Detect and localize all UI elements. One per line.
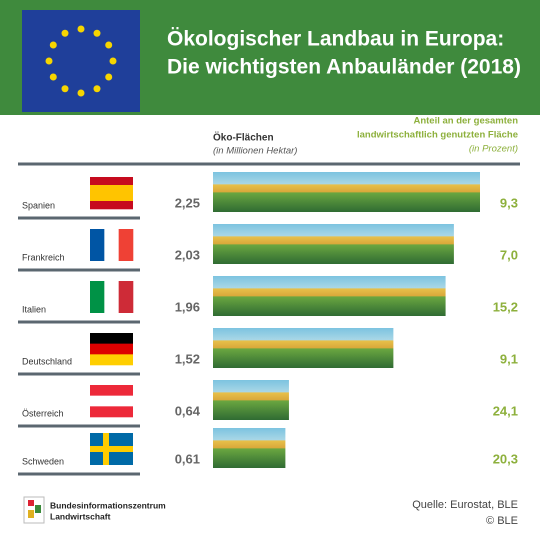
flag xyxy=(90,185,133,194)
value-label: 0,61 xyxy=(175,451,200,466)
flag xyxy=(90,446,133,452)
copyright: © BLE xyxy=(486,515,518,527)
title: Ökologischer Landbau in Europa: xyxy=(167,28,504,51)
star xyxy=(45,57,53,65)
flag xyxy=(90,193,133,202)
flag xyxy=(118,281,134,313)
flag xyxy=(90,201,133,210)
series-unit: (in Millionen Hektar) xyxy=(213,146,297,157)
flag xyxy=(90,229,105,261)
logo-text: Landwirtschaft xyxy=(50,511,111,521)
flag xyxy=(90,343,133,355)
value-label: 1,96 xyxy=(175,299,200,314)
flag xyxy=(90,395,133,407)
flag xyxy=(90,177,133,186)
share-label: 9,1 xyxy=(500,351,518,366)
category-label: Schweden xyxy=(22,456,64,466)
category-label: Österreich xyxy=(22,408,64,418)
category-label: Spanien xyxy=(22,200,55,210)
category-label: Frankreich xyxy=(22,252,65,262)
flag xyxy=(90,406,133,418)
bar xyxy=(213,276,446,316)
share-label: 24,1 xyxy=(493,403,518,418)
share-label: 20,3 xyxy=(493,451,518,466)
star xyxy=(49,41,57,49)
category-label: Italien xyxy=(22,304,46,314)
bar xyxy=(213,172,480,212)
value-label: 2,03 xyxy=(175,247,200,262)
share-label: 9,3 xyxy=(500,195,518,210)
flag xyxy=(104,229,119,261)
value-label: 0,64 xyxy=(175,403,201,418)
star xyxy=(61,85,69,93)
share-label: 7,0 xyxy=(500,247,518,262)
series-unit: (in Prozent) xyxy=(469,144,518,155)
eu-flag xyxy=(22,10,140,112)
star xyxy=(61,29,69,37)
category-label: Deutschland xyxy=(22,356,72,366)
series-name: landwirtschaftlich genutzten Fläche xyxy=(357,130,518,141)
star xyxy=(93,29,101,37)
star xyxy=(49,73,57,81)
bar xyxy=(213,328,394,368)
value-label: 2,25 xyxy=(175,195,200,210)
flag xyxy=(90,354,133,366)
flag xyxy=(90,281,105,313)
flag xyxy=(104,281,119,313)
star xyxy=(77,25,85,33)
share-label: 15,2 xyxy=(493,299,518,314)
star xyxy=(109,57,117,65)
title: Die wichtigsten Anbauländer (2018) xyxy=(167,56,521,79)
bar xyxy=(213,224,454,264)
eu-stars xyxy=(45,25,117,97)
value-label: 1,52 xyxy=(175,351,200,366)
star xyxy=(77,89,85,97)
logo-icon xyxy=(23,496,45,524)
flag xyxy=(90,333,133,344)
series-name: Anteil an der gesamten xyxy=(413,116,518,127)
star xyxy=(93,85,101,93)
bar xyxy=(213,428,286,468)
star xyxy=(105,73,113,81)
star xyxy=(105,41,113,49)
flag xyxy=(90,385,133,396)
source: Quelle: Eurostat, BLE xyxy=(412,499,518,511)
logo-text: Bundesinformationszentrum xyxy=(50,500,166,510)
series-name: Öko-Flächen xyxy=(213,131,274,144)
flag xyxy=(118,229,134,261)
bar xyxy=(213,380,289,420)
